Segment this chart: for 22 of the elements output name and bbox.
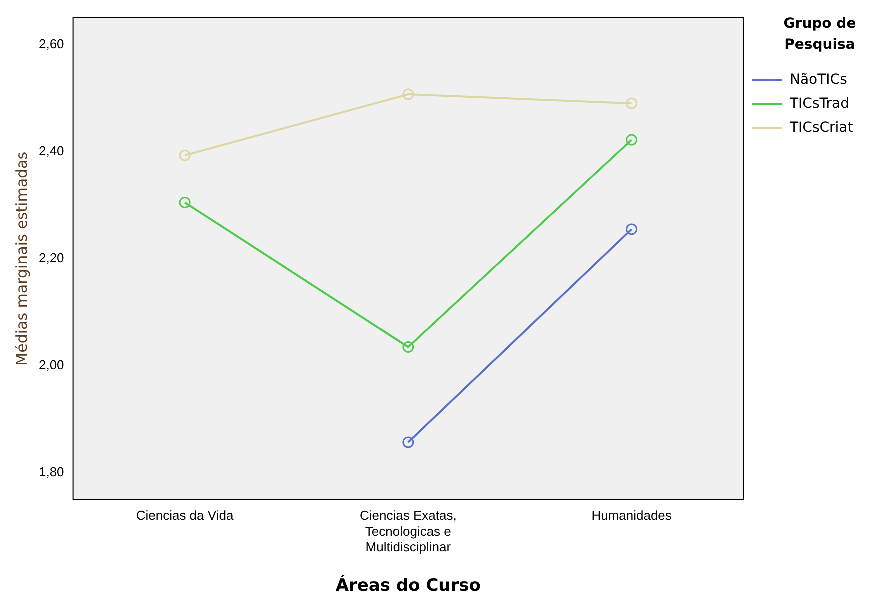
y-tick-label: 2,20 xyxy=(38,250,64,266)
legend-title: Grupo de Pesquisa xyxy=(782,15,858,55)
point xyxy=(179,196,191,208)
point xyxy=(402,88,414,100)
y-tick-label: 2,60 xyxy=(38,36,64,52)
point xyxy=(626,98,638,110)
y-tick-label: 1,80 xyxy=(38,464,64,480)
legend-label: TICsTrad xyxy=(790,96,850,112)
point xyxy=(626,134,638,146)
x-tick-label: Humanidades xyxy=(592,508,672,524)
point xyxy=(626,224,638,236)
legend-label: NãoTICs xyxy=(790,72,848,88)
x-tick-label: Ciencias da Vida xyxy=(136,508,234,524)
point xyxy=(402,436,414,448)
point xyxy=(402,341,414,353)
point xyxy=(179,150,191,162)
y-axis-title: Médias marginais estimadas xyxy=(12,152,31,366)
y-tick-label: 2,40 xyxy=(38,143,64,158)
x-axis-title: Áreas do Curso xyxy=(336,575,481,596)
legend-label: TICsCriat xyxy=(790,120,854,136)
y-tick-label: 2,00 xyxy=(38,358,64,373)
x-tick-label: Ciencias Exatas, Tecnologicas e Multidisciplinar xyxy=(360,508,457,554)
